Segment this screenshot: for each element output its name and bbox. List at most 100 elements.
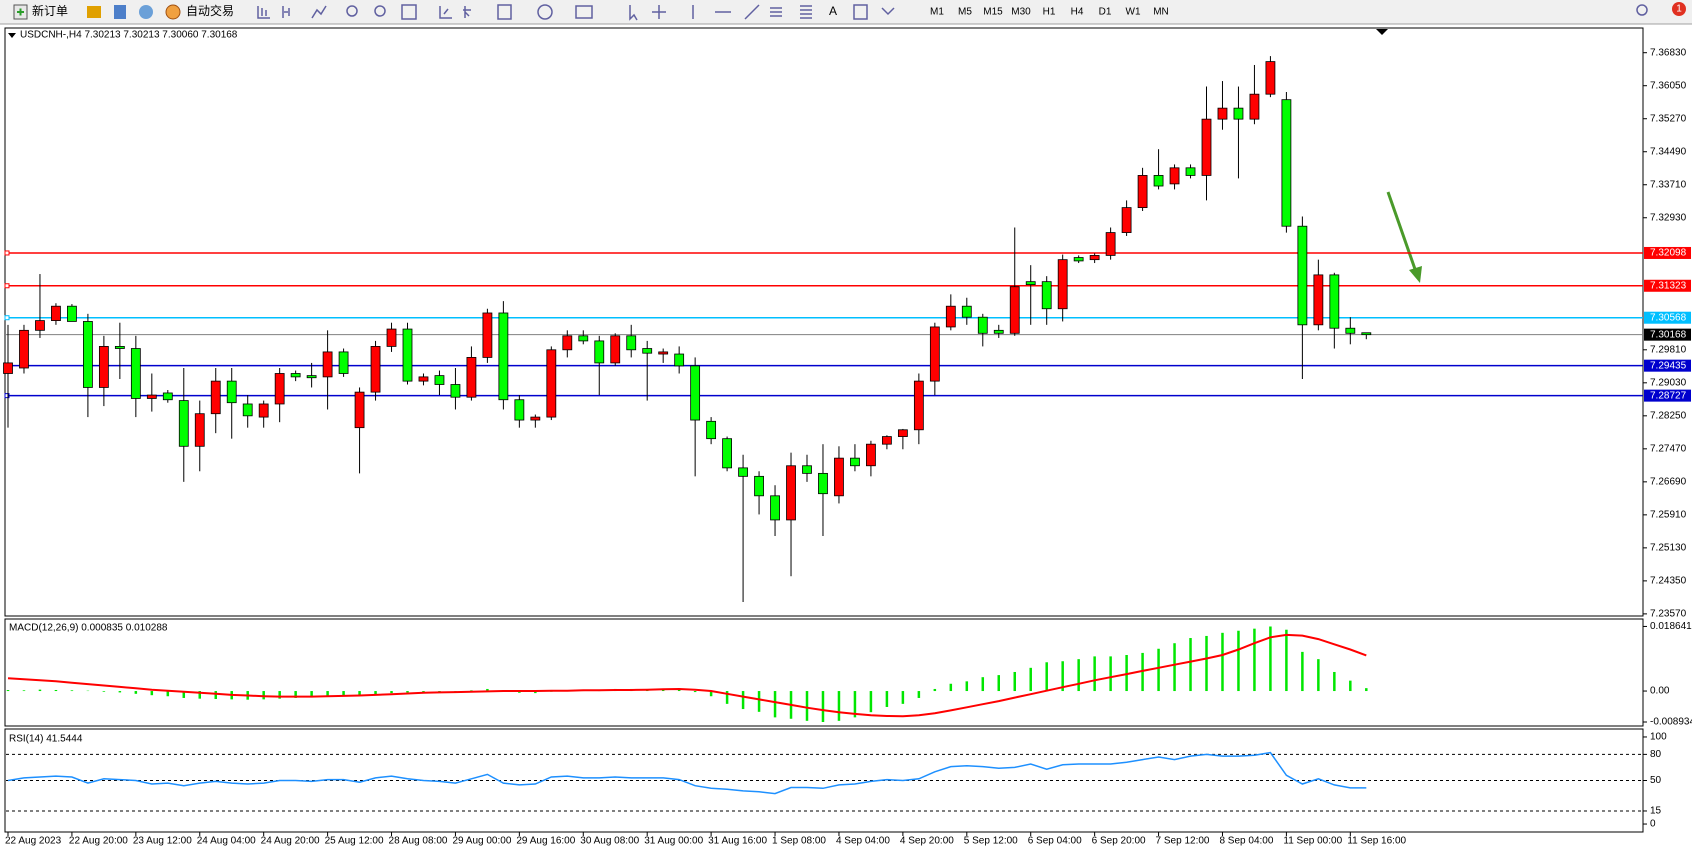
- candle-body: [178, 400, 189, 447]
- candle-body: [498, 312, 509, 401]
- new-order-button[interactable]: 新订单: [13, 3, 68, 20]
- icon[interactable]: [537, 4, 553, 20]
- x-tick-label: 24 Aug 20:00: [261, 836, 320, 847]
- annotation-arrow: [1386, 191, 1422, 283]
- candle-body: [1105, 232, 1116, 256]
- toolbar: 新订单 自动交易: [0, 0, 1692, 25]
- candle-body: [210, 380, 221, 415]
- icon: [165, 4, 181, 20]
- candle-body: [98, 346, 109, 388]
- candle-body: [83, 321, 93, 388]
- candle-body: [1265, 61, 1276, 95]
- collapse-marker: [8, 33, 16, 38]
- y-tick-label: 7.29030: [1650, 377, 1687, 388]
- price-label: 7.32098: [1650, 248, 1687, 259]
- candle-body: [850, 457, 860, 467]
- candle-body: [226, 380, 237, 404]
- icon[interactable]: [114, 5, 126, 19]
- timeframe-button[interactable]: M15: [983, 7, 1003, 18]
- icon[interactable]: [770, 7, 782, 17]
- timeframe-button[interactable]: D1: [1099, 7, 1112, 18]
- candle-body: [258, 403, 269, 418]
- icon[interactable]: [575, 5, 593, 19]
- y-tick-label: 7.26690: [1650, 476, 1687, 487]
- price-label: 7.28727: [1650, 390, 1687, 401]
- icon[interactable]: [800, 5, 812, 19]
- candle-body: [1313, 274, 1324, 326]
- x-tick-label: 6 Sep 04:00: [1028, 836, 1082, 847]
- timeframe-button[interactable]: W1: [1126, 7, 1141, 18]
- icon[interactable]: [629, 5, 638, 21]
- x-tick-label: 31 Aug 16:00: [708, 836, 767, 847]
- text-tool[interactable]: A: [829, 4, 837, 18]
- candle-body: [1233, 107, 1244, 120]
- y-tick-label: 7.35270: [1650, 113, 1687, 124]
- candle-body: [897, 429, 908, 437]
- icon[interactable]: [401, 4, 417, 20]
- candle-body: [162, 392, 173, 401]
- candle-body: [866, 443, 876, 467]
- y-tick-label: 80: [1650, 749, 1662, 760]
- y-tick-label: 7.32930: [1650, 212, 1687, 223]
- candle-body: [130, 348, 141, 399]
- candle-body: [1057, 259, 1068, 310]
- candle-body: [770, 495, 780, 521]
- candle-body: [354, 391, 365, 429]
- timeframe-button[interactable]: M1: [930, 7, 944, 18]
- icon[interactable]: [497, 4, 512, 20]
- candle-body: [322, 351, 333, 378]
- x-tick-label: 29 Aug 16:00: [516, 836, 575, 847]
- icon[interactable]: [87, 6, 101, 18]
- candle-body: [1345, 327, 1356, 334]
- signal-line: [7, 633, 1367, 718]
- button-label: 新订单: [32, 3, 68, 18]
- candle-body: [1249, 93, 1260, 120]
- auto-trading-button[interactable]: 自动交易: [165, 3, 234, 20]
- icon[interactable]: [439, 6, 452, 19]
- x-tick-label: 1 Sep 08:00: [772, 836, 826, 847]
- candle-body: [194, 413, 205, 447]
- icon[interactable]: [1636, 4, 1648, 16]
- icon[interactable]: [881, 7, 895, 16]
- x-tick-label: 22 Aug 20:00: [69, 836, 128, 847]
- candle-body: [818, 472, 828, 495]
- icon[interactable]: [853, 4, 868, 20]
- icon[interactable]: [139, 5, 153, 19]
- candle-body: [1201, 118, 1212, 176]
- candle-body: [1025, 281, 1036, 286]
- candle-body: [977, 316, 988, 334]
- arrow-head: [1409, 266, 1422, 283]
- timeframe-button[interactable]: M5: [958, 7, 972, 18]
- icon[interactable]: [374, 5, 386, 17]
- timeframe-button[interactable]: H1: [1043, 7, 1056, 18]
- candle-body: [546, 349, 557, 418]
- candle-body: [1185, 167, 1196, 176]
- y-tick-label: 7.29810: [1650, 344, 1687, 355]
- candle-body: [993, 329, 1004, 334]
- x-tick-label: 4 Sep 20:00: [900, 836, 954, 847]
- y-tick-label: 15: [1650, 806, 1662, 817]
- x-tick-label: 8 Sep 04:00: [1219, 836, 1273, 847]
- icon[interactable]: [346, 5, 358, 17]
- candle-body: [514, 399, 525, 421]
- timeframe-button[interactable]: MN: [1153, 7, 1169, 18]
- y-tick-label: 50: [1650, 775, 1662, 786]
- icon[interactable]: [311, 5, 327, 19]
- candle-body: [626, 335, 637, 351]
- candle-body: [706, 420, 717, 440]
- main-pane-border: [4, 27, 1644, 617]
- candle-body: [929, 326, 940, 382]
- line-anchor: [4, 250, 10, 256]
- icon[interactable]: [463, 6, 471, 18]
- icon[interactable]: [257, 6, 270, 19]
- x-tick-label: 23 Aug 12:00: [133, 836, 192, 847]
- icon[interactable]: [652, 5, 666, 19]
- notification-badge[interactable]: [1672, 2, 1686, 16]
- icon[interactable]: [744, 4, 760, 20]
- timeframe-button[interactable]: M30: [1011, 7, 1031, 18]
- timeframe-button[interactable]: H4: [1071, 7, 1084, 18]
- x-tick-label: 6 Sep 20:00: [1092, 836, 1146, 847]
- macd-pane-border: [4, 618, 1644, 727]
- candle-body: [402, 328, 413, 382]
- icon[interactable]: [282, 6, 290, 18]
